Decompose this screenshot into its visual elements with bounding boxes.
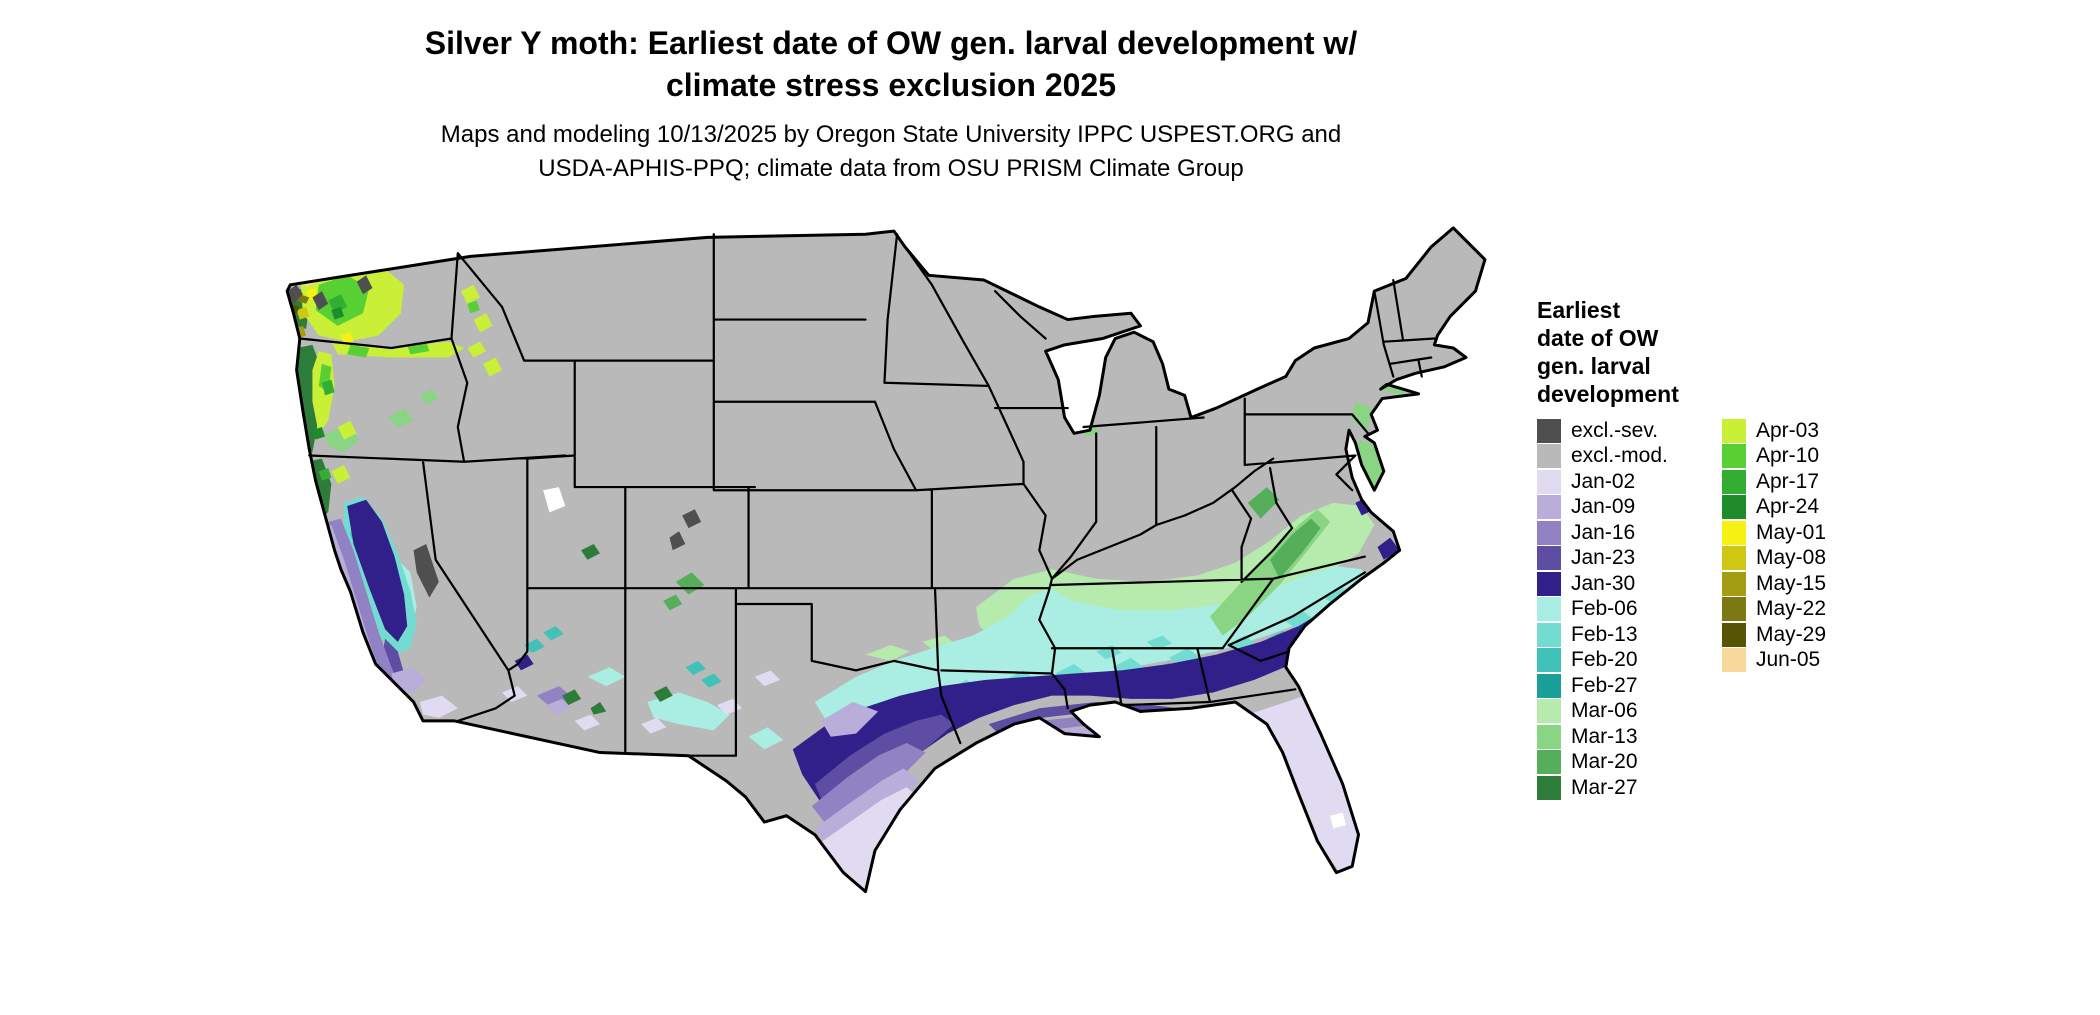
- legend-item: Mar-06: [1537, 699, 1668, 725]
- legend-swatch: [1722, 597, 1746, 622]
- legend-label: Jan-23: [1571, 546, 1636, 570]
- region-may01: [306, 287, 354, 345]
- legend-item: Jan-16: [1537, 520, 1668, 546]
- us-map: [285, 226, 1487, 894]
- page-subtitle: Maps and modeling 10/13/2025 by Oregon S…: [0, 118, 1782, 186]
- legend-swatch: [1537, 622, 1561, 647]
- legend-item: Feb-20: [1537, 648, 1668, 674]
- legend-column1: excl.-sev. excl.-mod. Jan-02 Jan-09 Jan-16 Ja…: [1537, 418, 1668, 801]
- great-salt-lake: [543, 487, 566, 513]
- legend-item: Feb-27: [1537, 673, 1668, 699]
- legend-swatch: [1722, 648, 1746, 673]
- legend-item: May-15: [1722, 571, 1826, 597]
- legend-swatch: [1537, 495, 1561, 520]
- legend-label: May-08: [1756, 546, 1827, 570]
- legend-item: Jan-30: [1537, 571, 1668, 597]
- legend-swatch: [1537, 750, 1561, 775]
- legend-swatch: [1537, 444, 1561, 469]
- legend-label: Mar-13: [1571, 724, 1638, 748]
- legend-swatch: [1722, 571, 1746, 596]
- region-mar20: [663, 487, 1321, 611]
- legend-swatch: [1537, 775, 1561, 800]
- legend-label: Apr-03: [1756, 418, 1820, 442]
- page-title: Silver Y moth: Earliest date of OW gen. …: [0, 22, 1782, 106]
- legend-title-line-4: development: [1537, 381, 1679, 407]
- legend-swatch: [1537, 597, 1561, 622]
- legend-swatch: [1722, 546, 1746, 571]
- legend-item: Apr-24: [1722, 495, 1826, 521]
- region-apr10: [315, 275, 480, 393]
- lake-okeechobee: [1330, 812, 1346, 829]
- legend-item: Jan-09: [1537, 495, 1668, 521]
- legend-title-line-3: gen. larval: [1537, 353, 1651, 379]
- legend-swatch: [1722, 418, 1746, 443]
- legend-item: Mar-20: [1537, 750, 1668, 776]
- legend-title: Earliest date of OW gen. larval developm…: [1537, 296, 1679, 408]
- legend-label: Jan-02: [1571, 469, 1636, 493]
- legend-swatch: [1537, 469, 1561, 494]
- state-borders: [298, 233, 1436, 757]
- legend-label: Feb-06: [1571, 597, 1638, 621]
- legend-label: Apr-17: [1756, 469, 1820, 493]
- legend-item: May-08: [1722, 546, 1826, 572]
- legend-label: May-29: [1756, 622, 1827, 646]
- legend-label: Feb-20: [1571, 648, 1638, 672]
- legend-label: Apr-10: [1756, 444, 1820, 468]
- legend-label: excl.-sev.: [1571, 418, 1659, 442]
- legend-label: Feb-27: [1571, 673, 1638, 697]
- legend-swatch: [1537, 724, 1561, 749]
- legend-swatch: [1537, 699, 1561, 724]
- nation-outline: [285, 226, 1487, 894]
- legend-swatch: [1722, 495, 1746, 520]
- legend-item: Feb-13: [1537, 622, 1668, 648]
- legend-label: Mar-20: [1571, 750, 1638, 774]
- region-feb13: [344, 496, 1356, 710]
- subtitle-line-1: Maps and modeling 10/13/2025 by Oregon S…: [440, 121, 1342, 148]
- legend-item: Apr-17: [1722, 469, 1826, 495]
- legend-item: Jun-05: [1722, 648, 1826, 674]
- legend-item: Apr-03: [1722, 418, 1826, 444]
- legend-label: Jun-05: [1756, 648, 1821, 672]
- legend-label: excl.-mod.: [1571, 444, 1668, 468]
- legend-label: Jan-16: [1571, 520, 1636, 544]
- subtitle-line-2: USDA-APHIS-PPQ; climate data from OSU PR…: [538, 155, 1244, 182]
- legend-item: May-29: [1722, 622, 1826, 648]
- legend-label: May-22: [1756, 597, 1827, 621]
- legend-swatch: [1722, 520, 1746, 545]
- legend-swatch: [1537, 648, 1561, 673]
- legend-item: Feb-06: [1537, 597, 1668, 623]
- legend-swatch: [1537, 571, 1561, 596]
- legend-swatch: [1722, 444, 1746, 469]
- legend-item: Mar-13: [1537, 724, 1668, 750]
- legend-item: excl.-mod.: [1537, 444, 1668, 470]
- legend-item: May-01: [1722, 520, 1826, 546]
- legend-label: Mar-27: [1571, 775, 1638, 799]
- title-line-1: Silver Y moth: Earliest date of OW gen. …: [424, 25, 1358, 61]
- region-apr17: [318, 294, 348, 481]
- title-line-2: climate stress exclusion 2025: [665, 67, 1117, 103]
- region-may08: [296, 306, 310, 320]
- legend-swatch: [1537, 673, 1561, 698]
- legend-swatch: [1722, 469, 1746, 494]
- legend-item: May-22: [1722, 597, 1826, 623]
- legend-label: May-01: [1756, 520, 1827, 544]
- legend-title-line-1: Earliest: [1537, 297, 1621, 323]
- legend-item: Mar-27: [1537, 775, 1668, 801]
- legend-label: Jan-09: [1571, 495, 1636, 519]
- legend-item: Apr-10: [1722, 444, 1826, 470]
- legend-swatch: [1722, 622, 1746, 647]
- legend-label: May-15: [1756, 571, 1827, 595]
- legend-label: Mar-06: [1571, 699, 1638, 723]
- legend-column2: Apr-03 Apr-10 Apr-17 Apr-24 May-01 May-08 May-…: [1722, 418, 1826, 673]
- legend-item: Jan-23: [1537, 546, 1668, 572]
- legend-label: Apr-24: [1756, 495, 1820, 519]
- legend-label: Feb-13: [1571, 622, 1638, 646]
- legend-swatch: [1537, 546, 1561, 571]
- legend-label: Jan-30: [1571, 571, 1636, 595]
- legend-swatch: [1537, 520, 1561, 545]
- legend-swatch: [1537, 418, 1561, 443]
- legend-item: excl.-sev.: [1537, 418, 1668, 444]
- legend-item: Jan-02: [1537, 469, 1668, 495]
- legend-title-line-2: date of OW: [1537, 325, 1659, 351]
